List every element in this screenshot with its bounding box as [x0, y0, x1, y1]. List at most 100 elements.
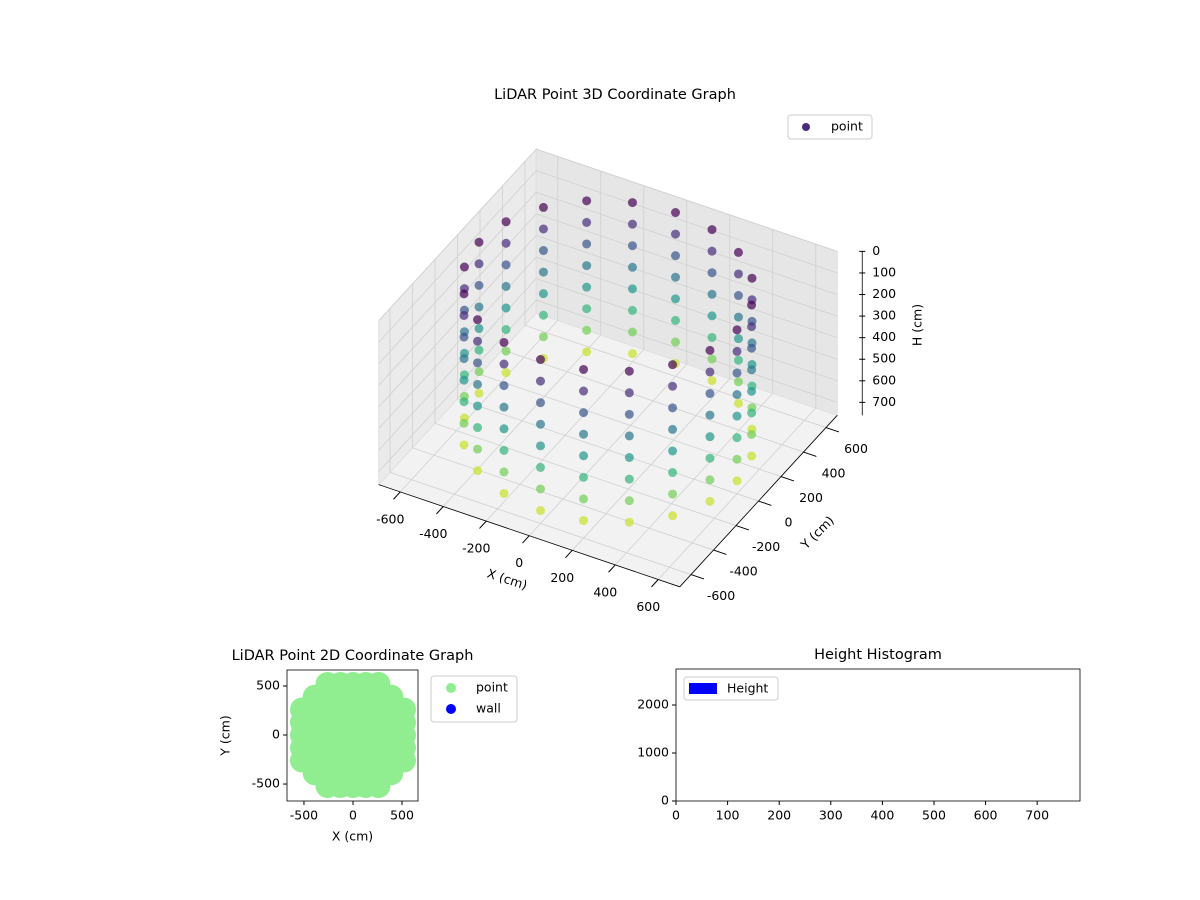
y-axis-label: Y (cm): [797, 513, 837, 553]
y-tick: [780, 476, 795, 482]
point: [582, 304, 592, 314]
point: [733, 377, 743, 387]
point: [473, 401, 483, 411]
point: [499, 337, 509, 347]
x-tick-label: 700: [1025, 808, 1049, 823]
point: [627, 327, 637, 337]
point: [474, 345, 484, 355]
chart-title: LiDAR Point 2D Coordinate Graph: [232, 648, 474, 664]
x-tick-label: -500: [290, 808, 318, 823]
y-tick-label: -400: [729, 564, 757, 579]
point: [668, 511, 678, 521]
point: [474, 259, 484, 269]
point: [627, 284, 637, 294]
point: [671, 315, 680, 325]
point: [582, 325, 592, 335]
point: [582, 239, 592, 249]
y-tick-label: -500: [252, 776, 280, 791]
point: [732, 454, 742, 464]
point: [705, 389, 715, 399]
point: [536, 506, 545, 516]
x-tick: [565, 549, 573, 559]
point: [707, 246, 717, 256]
grid-line: [378, 170, 537, 343]
point: [538, 267, 548, 277]
point: [459, 375, 469, 385]
y-tick-label: -600: [707, 588, 735, 603]
point: [627, 262, 637, 272]
y-tick-label: 0: [661, 793, 669, 808]
x-tick: [608, 564, 616, 573]
point: [671, 251, 680, 261]
y-tick-label: 0: [785, 515, 793, 530]
point: [579, 472, 589, 482]
grid-line: [536, 299, 838, 403]
x-tick-label: 600: [636, 599, 660, 614]
point: [473, 358, 483, 368]
x-tick: [651, 579, 659, 588]
point: [705, 496, 715, 506]
point: [705, 475, 715, 485]
point: [624, 474, 634, 484]
y-tick-label: 2000: [637, 697, 669, 712]
legend-label: Height: [727, 681, 768, 696]
grid-line: [524, 324, 827, 428]
point: [582, 282, 592, 292]
point: [536, 355, 545, 365]
point: [579, 408, 589, 418]
point: [459, 332, 469, 342]
point: [474, 302, 484, 312]
legend-label: point: [831, 119, 863, 134]
point: [582, 347, 592, 357]
x-tick-label: 100: [716, 808, 740, 823]
z-tick-label: 300: [872, 308, 896, 323]
legend-patch: [689, 683, 717, 694]
point: [474, 324, 484, 334]
point: [474, 367, 484, 377]
point: [732, 368, 742, 378]
point: [501, 217, 511, 227]
point: [366, 773, 391, 798]
point: [582, 217, 592, 227]
x-tick-label: 0: [349, 808, 357, 823]
point: [538, 310, 548, 320]
point: [536, 484, 545, 494]
x-tick: [393, 491, 401, 500]
y-tick: [825, 427, 840, 433]
legend-marker: [446, 683, 456, 693]
point: [459, 397, 469, 407]
point: [732, 325, 742, 335]
point: [501, 325, 511, 335]
point: [473, 315, 483, 325]
point: [501, 368, 511, 378]
x-tick-label: -200: [462, 541, 490, 556]
point: [627, 349, 637, 359]
point: [473, 423, 483, 433]
point: [459, 289, 469, 299]
y-tick-label: 0: [272, 727, 280, 742]
point: [747, 273, 757, 283]
point: [582, 261, 592, 271]
point: [624, 409, 634, 419]
point: [579, 429, 589, 439]
point: [705, 410, 715, 420]
point: [579, 515, 589, 525]
point: [747, 365, 757, 375]
point: [707, 311, 717, 321]
legend-label: point: [476, 680, 508, 695]
x-tick-label: 200: [767, 808, 791, 823]
axes-frame: [675, 668, 1081, 802]
point: [671, 337, 680, 347]
point: [732, 433, 742, 443]
x-tick-label: 500: [390, 808, 414, 823]
grid-line: [536, 148, 838, 252]
point: [733, 355, 743, 365]
point: [705, 367, 715, 377]
grid-line: [536, 213, 838, 317]
point: [733, 247, 743, 257]
point: [627, 305, 637, 315]
legend-box: [787, 114, 873, 140]
point: [499, 402, 509, 412]
x-tick-label: 400: [593, 584, 617, 599]
